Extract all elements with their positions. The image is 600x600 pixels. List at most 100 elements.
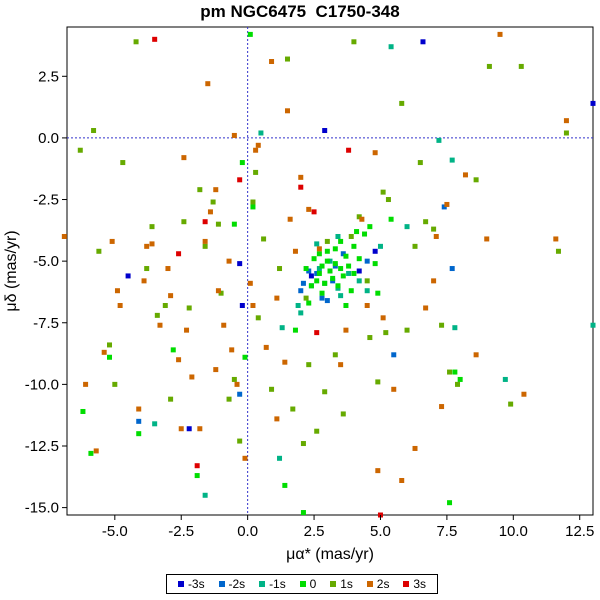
legend-item: 2s (366, 577, 389, 591)
data-point (314, 270, 320, 276)
data-point (91, 128, 97, 134)
data-point (253, 169, 259, 175)
data-point (590, 322, 596, 328)
data-point (96, 248, 102, 254)
legend-swatch (259, 581, 266, 587)
y-tick-label: 2.5 (38, 68, 59, 85)
data-point (356, 278, 362, 284)
data-point (141, 278, 147, 284)
data-point (263, 344, 269, 350)
data-point (290, 406, 296, 412)
data-point (202, 492, 208, 498)
data-point (279, 325, 285, 331)
x-tick-label: 12.5 (565, 523, 594, 540)
data-point (324, 238, 330, 244)
data-point (250, 303, 256, 309)
data-point (351, 39, 357, 45)
data-point (221, 322, 227, 328)
data-point (348, 288, 354, 294)
data-point (563, 118, 569, 124)
data-point (202, 238, 208, 244)
data-point (213, 187, 219, 193)
data-point (391, 352, 397, 358)
data-point (295, 303, 301, 309)
data-point (452, 369, 458, 375)
data-point (322, 389, 328, 395)
data-point (237, 261, 243, 267)
data-point (303, 295, 309, 301)
x-axis-ticks: -5.0 -2.5 0.0 2.5 5.0 7.5 10.0 12.5 (102, 515, 594, 540)
data-point (316, 270, 322, 276)
data-point (447, 369, 453, 375)
data-point (327, 258, 333, 264)
data-point (186, 305, 192, 311)
data-point (274, 295, 280, 301)
data-point (194, 473, 200, 479)
legend-item: 3s (403, 577, 426, 591)
legend-item: 0 (299, 577, 316, 591)
data-point (377, 243, 383, 249)
legend-swatch (403, 581, 410, 587)
data-point (324, 248, 330, 254)
data-point (521, 391, 527, 397)
data-point (563, 130, 569, 136)
data-point (162, 303, 168, 309)
y-tick-label: -10.0 (25, 376, 59, 393)
data-point (152, 36, 158, 42)
data-point (372, 150, 378, 156)
data-point (372, 248, 378, 254)
data-point (298, 184, 304, 190)
data-point (213, 367, 219, 373)
data-point (202, 243, 208, 249)
data-point (338, 266, 344, 272)
x-tick-label: -5.0 (102, 523, 128, 540)
data-point (165, 266, 171, 272)
data-point (335, 233, 341, 239)
data-point (340, 251, 346, 257)
data-point (462, 172, 468, 178)
data-point (314, 330, 320, 336)
data-point (284, 108, 290, 114)
data-point (107, 342, 113, 348)
data-point (277, 266, 283, 272)
data-point (391, 386, 397, 392)
data-point (473, 352, 479, 358)
data-point (210, 199, 216, 205)
data-point (282, 359, 288, 365)
data-point (343, 327, 349, 333)
data-point (300, 510, 306, 516)
data-point (364, 288, 370, 294)
data-point (184, 327, 190, 333)
data-point (372, 261, 378, 267)
data-point (306, 268, 312, 274)
data-point (383, 330, 389, 336)
data-point (455, 381, 461, 387)
data-point (237, 177, 243, 183)
x-tick-label: 0.0 (237, 523, 258, 540)
legend-swatch (330, 581, 337, 587)
data-point (144, 243, 150, 249)
data-point (356, 268, 362, 274)
data-point (356, 214, 362, 220)
legend-label: -3s (187, 577, 205, 591)
data-point (343, 253, 349, 259)
legend-label: 1s (340, 577, 353, 591)
data-point (322, 128, 328, 134)
x-axis-label: μα* (mas/yr) (286, 546, 374, 563)
data-point (247, 31, 253, 37)
data-point (170, 347, 176, 353)
data-point (300, 280, 306, 286)
data-point (362, 231, 368, 237)
data-point (253, 147, 259, 153)
data-point (375, 468, 381, 474)
data-point (112, 381, 118, 387)
data-point (239, 160, 245, 166)
legend-label: -2s (228, 577, 246, 591)
data-point (287, 216, 293, 222)
legend-label: 3s (413, 577, 427, 591)
data-point (316, 246, 322, 252)
data-point (322, 280, 328, 286)
data-point (340, 273, 346, 279)
data-point (229, 347, 235, 353)
data-point (93, 448, 99, 454)
